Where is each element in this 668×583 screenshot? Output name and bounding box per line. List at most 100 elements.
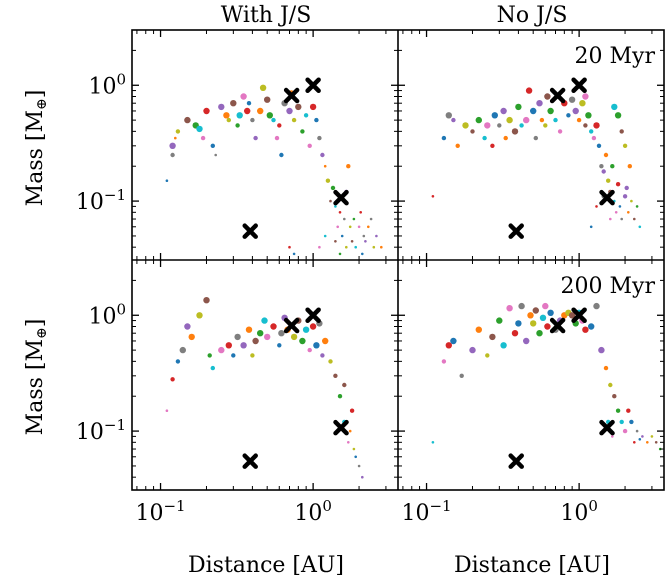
data-point xyxy=(544,323,551,330)
data-point xyxy=(489,333,496,341)
data-point xyxy=(459,373,464,378)
data-point xyxy=(250,117,255,123)
panel-ticks xyxy=(132,260,398,490)
data-point xyxy=(342,382,347,388)
data-point xyxy=(566,113,571,118)
data-point xyxy=(490,143,495,148)
data-point xyxy=(362,234,366,238)
reference-planet-marker xyxy=(333,189,349,206)
data-point xyxy=(629,419,634,425)
reference-planet-layer xyxy=(242,77,615,469)
x-tick-label: 100 xyxy=(560,497,598,526)
data-point xyxy=(188,333,195,341)
data-point xyxy=(445,342,452,349)
data-point xyxy=(455,143,460,148)
data-point xyxy=(264,96,271,103)
data-point xyxy=(210,365,215,371)
data-point xyxy=(250,353,255,358)
reference-planet-marker xyxy=(305,307,321,324)
data-point xyxy=(582,93,589,100)
data-point xyxy=(357,464,361,468)
data-point xyxy=(593,122,600,129)
data-point xyxy=(271,117,276,123)
data-point xyxy=(618,205,622,208)
data-point xyxy=(369,217,373,221)
data-point xyxy=(320,353,325,358)
data-point xyxy=(174,136,177,140)
data-point xyxy=(603,365,609,371)
data-point xyxy=(200,135,206,141)
data-point xyxy=(323,234,327,238)
data-point xyxy=(277,343,282,348)
data-point xyxy=(557,129,563,134)
column-title-left: With J/S xyxy=(221,3,312,28)
data-point xyxy=(179,346,186,354)
data-point xyxy=(300,129,305,134)
data-point xyxy=(330,185,336,191)
data-point xyxy=(536,330,543,337)
data-point xyxy=(544,93,551,100)
data-point xyxy=(593,302,600,310)
data-point xyxy=(619,129,624,134)
data-point xyxy=(165,179,169,182)
data-point xyxy=(347,441,350,444)
data-point xyxy=(274,135,280,141)
data-point xyxy=(334,205,337,208)
data-point xyxy=(650,435,654,438)
data-point xyxy=(654,441,658,444)
data-point xyxy=(610,164,615,169)
data-point xyxy=(582,326,589,333)
time-label-top: 20 Myr xyxy=(575,44,656,69)
data-point xyxy=(257,330,264,337)
y-axis-label-bottom: Mass [M⊕] xyxy=(23,319,50,436)
data-point xyxy=(257,107,264,115)
data-point xyxy=(352,217,356,221)
data-point xyxy=(511,330,519,337)
reference-planet-marker xyxy=(549,87,566,104)
data-point xyxy=(196,312,203,319)
data-point xyxy=(329,199,332,203)
data-point xyxy=(627,164,632,169)
data-point xyxy=(270,323,277,330)
data-point xyxy=(606,178,611,183)
y-tick-label: 100 xyxy=(88,70,126,99)
data-point xyxy=(348,225,352,229)
data-point xyxy=(622,428,628,434)
data-point xyxy=(591,135,597,141)
y-tick-label: 10−1 xyxy=(76,186,126,215)
data-point xyxy=(622,143,628,148)
data-point xyxy=(328,359,333,364)
data-point xyxy=(626,408,631,413)
data-point xyxy=(583,123,588,128)
data-point xyxy=(361,252,364,256)
data-point xyxy=(184,116,191,124)
data-point xyxy=(511,128,519,135)
data-point xyxy=(462,122,469,129)
data-point xyxy=(278,330,285,337)
data-point xyxy=(240,342,247,349)
y-axis-label-top: Mass [M⊕] xyxy=(23,90,50,207)
data-point xyxy=(503,135,508,141)
time-label-bottom: 200 Myr xyxy=(561,274,656,299)
data-point xyxy=(450,337,457,345)
data-point xyxy=(307,143,312,148)
data-point xyxy=(322,337,329,345)
points-layer xyxy=(165,84,662,479)
data-point xyxy=(598,346,605,354)
data-point xyxy=(497,123,502,128)
column-title-right: No J/S xyxy=(497,3,568,28)
data-point xyxy=(470,129,475,134)
reference-planet-marker xyxy=(571,77,587,94)
data-point xyxy=(603,152,609,158)
data-point xyxy=(500,342,507,349)
data-point xyxy=(539,314,547,321)
data-point xyxy=(515,103,522,111)
data-point xyxy=(547,309,554,316)
data-point xyxy=(246,101,252,106)
reference-planet-marker xyxy=(508,453,524,469)
data-point xyxy=(218,103,225,111)
data-point xyxy=(595,205,598,208)
data-point xyxy=(620,217,623,221)
data-point xyxy=(184,323,191,330)
